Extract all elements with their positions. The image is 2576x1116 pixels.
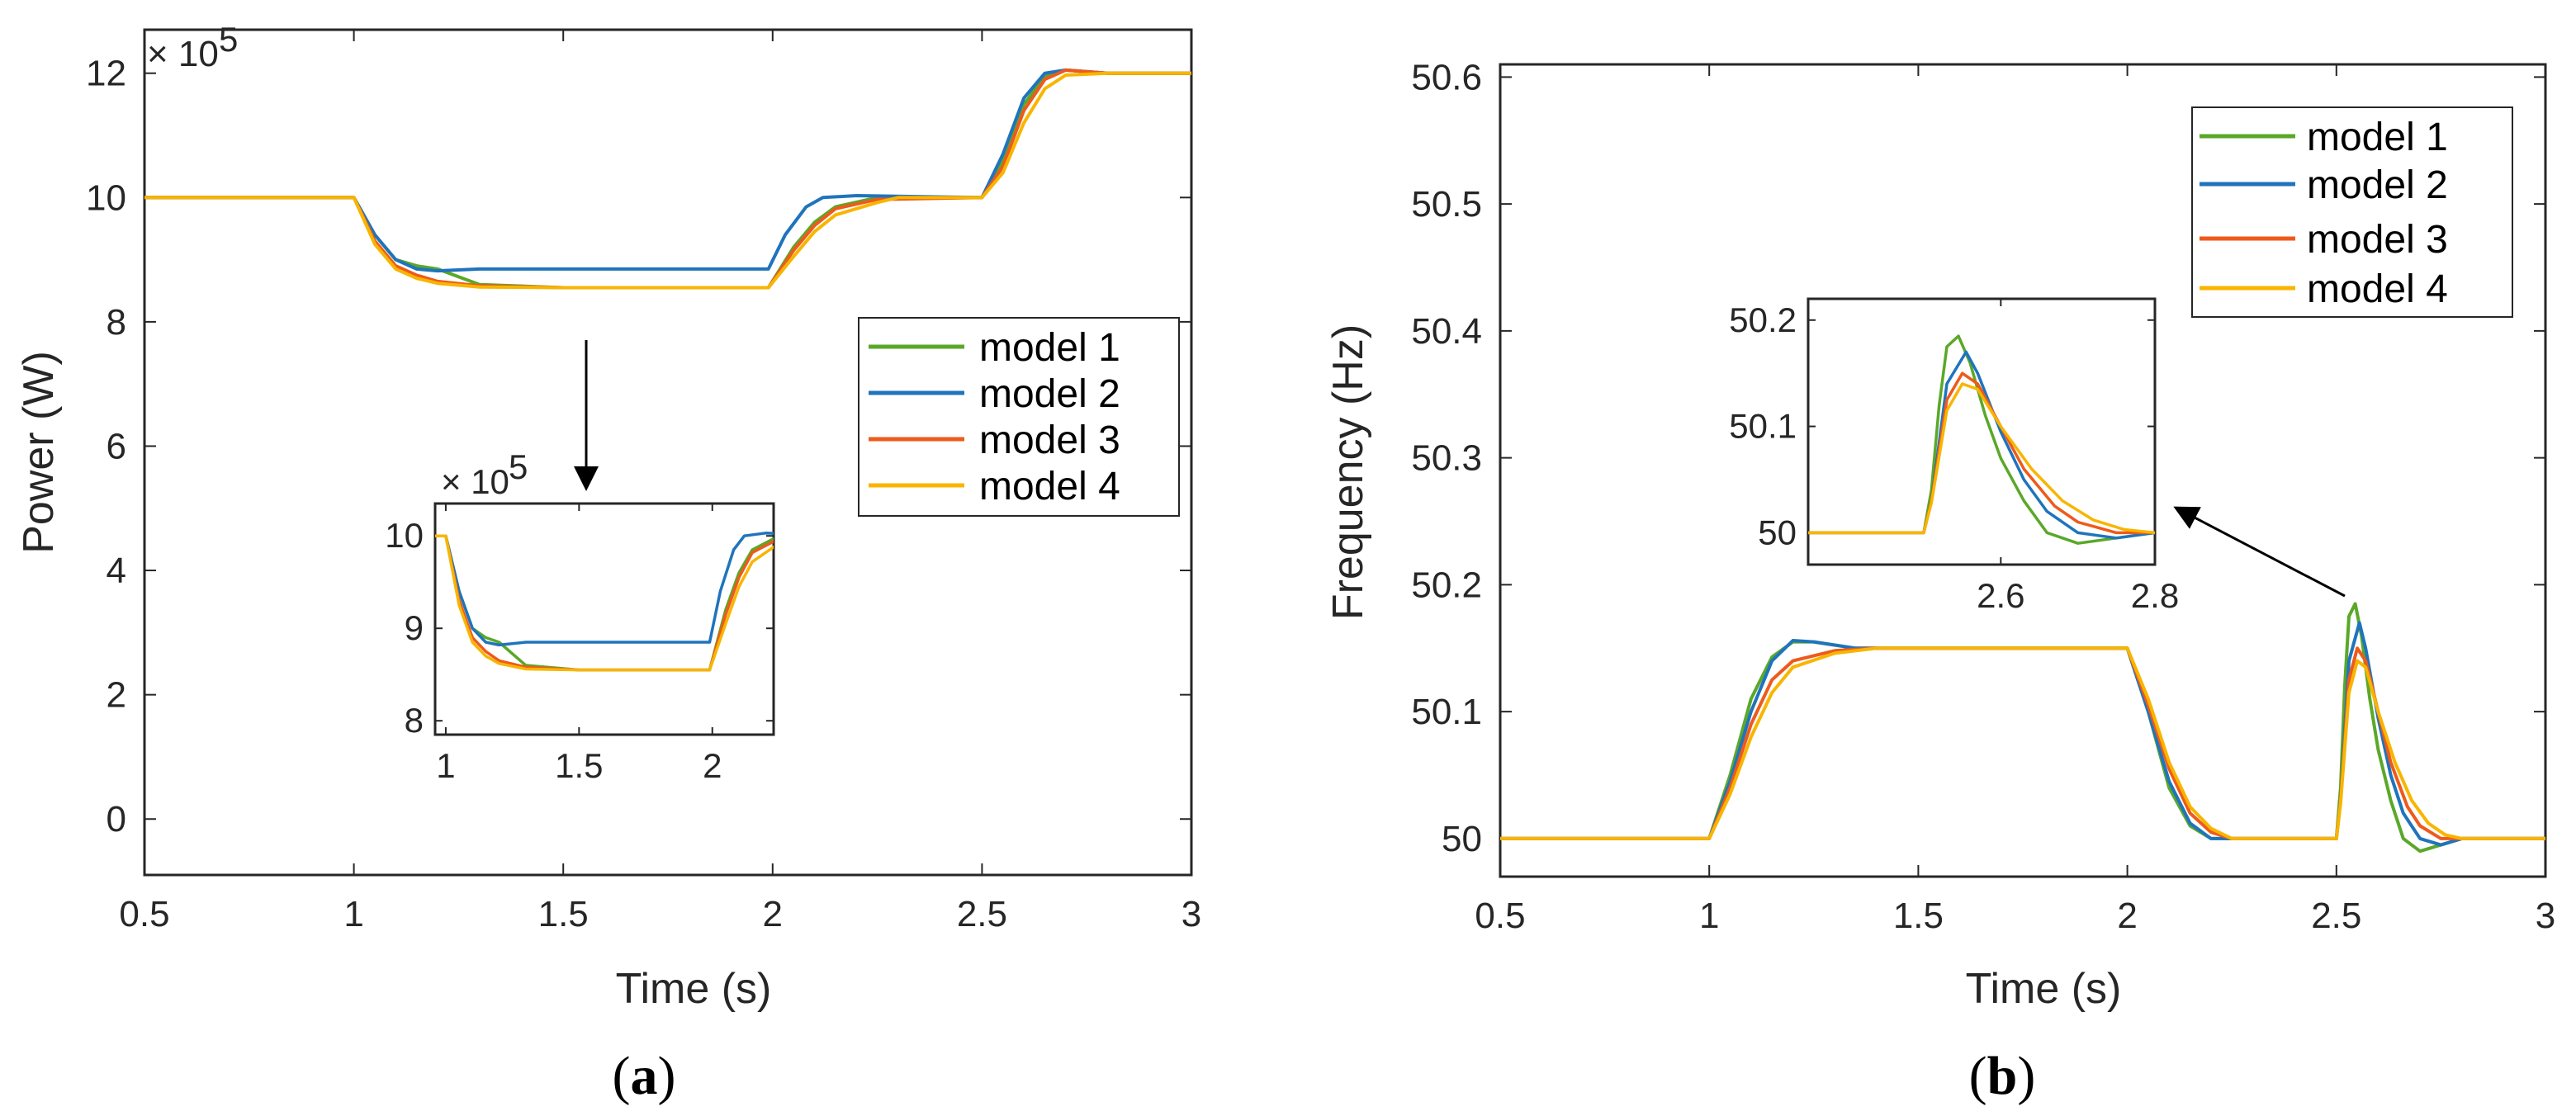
chart-a-inset-xtick-label: 1	[436, 746, 455, 785]
chart-a-legend: model 1 model 2 model 3 model 4	[858, 317, 1180, 517]
chart-b-ytick-label: 50.3	[1411, 438, 1482, 479]
chart-a-xtick-label: 3	[1181, 894, 1201, 934]
chart-a-inset-series-model-3	[435, 534, 774, 672]
chart-b-xtick-label: 3	[2536, 896, 2555, 936]
chart-a-xtick-label: 1.5	[538, 894, 589, 934]
chart-a-series-lines	[144, 68, 1191, 290]
chart-b-caption: (b)	[1969, 1046, 2036, 1106]
chart-a-ytick-label: 12	[86, 54, 126, 94]
chart-a-inset-series-model-4	[435, 534, 774, 672]
chart-a-inset-series-lines	[435, 532, 774, 672]
chart-a-xtick-label: 1	[343, 894, 363, 934]
chart-b-inset-ytick-label: 50	[1758, 513, 1797, 551]
chart-a-xtick-label: 2.5	[957, 894, 1007, 934]
chart-a-series-model-4	[144, 71, 1191, 290]
chart-a-ytick-label: 0	[107, 799, 126, 839]
chart-a-series-model-2	[144, 68, 1191, 273]
chart-a-inset-series-model-2	[435, 532, 774, 647]
chart-b-ytick-label: 50.6	[1411, 57, 1482, 97]
chart-b-inset-series-model-2	[1808, 350, 2155, 540]
chart-b-inset-axis-ticks: 2.6 2.8 50 50.1 50.2	[1729, 299, 2179, 615]
chart-a-exponent-power: 5	[219, 20, 238, 59]
chart-b-ytick-label: 50	[1442, 819, 1482, 859]
chart-b-series-model-4	[1500, 646, 2545, 840]
chart-a-inset-exponent-power: 5	[509, 447, 528, 486]
chart-b-inset: 2.6 2.8 50 50.1 50.2	[1729, 297, 2179, 615]
chart-b-ytick-label: 50.1	[1411, 692, 1482, 732]
chart-b-axis-ticks: 0.5 1 1.5 2 2.5 3 50 50.1 50.2 50.3 50.4 50.5 50.6	[1411, 57, 2555, 936]
chart-a-ytick-label: 10	[86, 177, 126, 218]
chart-b-inset-ytick-label: 50.1	[1729, 407, 1797, 446]
chart-a-inset-axis-ticks: 1 1.5 2 8 9 10	[385, 504, 774, 785]
chart-b-legend-label-model-3: model 3	[2307, 218, 2448, 262]
chart-b-inset-series-lines	[1808, 334, 2155, 545]
chart-b-x-label: Time (s)	[1966, 965, 2122, 1013]
chart-b-xtick-label: 2	[2117, 896, 2137, 936]
chart-a-inset: 1 1.5 2 8 9 10 × 10 5	[385, 447, 775, 785]
chart-b-legend-box	[2191, 106, 2513, 318]
chart-a-ytick-label: 4	[107, 551, 126, 591]
chart-a-legend-label-model-4: model 4	[979, 465, 1120, 508]
chart-a-inset-ytick-label: 8	[405, 701, 424, 740]
chart-b-y-label: Frequency (Hz)	[1324, 324, 1372, 620]
chart-b-inset-plot-area	[1807, 297, 2157, 566]
chart-a-inset-xtick-label: 2	[703, 746, 722, 785]
chart-b-xtick-label: 1.5	[1893, 896, 1944, 936]
chart-a-legend-box	[858, 317, 1180, 517]
chart-a-caption: (a)	[613, 1046, 676, 1106]
chart-a-legend-label-model-2: model 2	[979, 372, 1120, 416]
chart-b-zoom-arrow	[2173, 506, 2346, 598]
chart-b-xtick-label: 1	[1699, 896, 1719, 936]
chart-b-inset-xtick-label: 2.8	[2131, 576, 2179, 615]
chart-b-series-model-2	[1500, 621, 2545, 847]
chart-b-inset-xtick-label: 2.6	[1977, 576, 2024, 615]
chart-b-legend-label-model-1: model 1	[2307, 116, 2448, 159]
chart-a-inset-ytick-label: 10	[385, 516, 424, 555]
chart-b-ytick-label: 50.2	[1411, 565, 1482, 605]
chart-a-series-model-3	[144, 68, 1191, 290]
chart-a-inset-plot-area	[433, 502, 775, 736]
chart-a-inset-exponent-base: × 10	[441, 462, 509, 501]
chart-b-inset-series-model-4	[1808, 382, 2155, 535]
chart-a-x-label: Time (s)	[616, 965, 772, 1013]
chart-a-inset-xtick-label: 1.5	[555, 746, 603, 785]
chart-a-y-label: Power (W)	[15, 351, 63, 554]
chart-a-inset-ytick-label: 9	[405, 608, 424, 647]
chart-b: 0.5 1 1.5 2 2.5 3 50 50.1 50.2 50.3 50.4 50.5 50.6 T…	[1324, 57, 2555, 1106]
chart-a-legend-label-model-3: model 3	[979, 418, 1120, 462]
chart-b-inset-series-model-3	[1808, 371, 2155, 535]
chart-b-legend: model 1 model 2 model 3 model 4	[2191, 106, 2513, 318]
chart-b-legend-label-model-4: model 4	[2307, 267, 2448, 311]
chart-b-ytick-label: 50.4	[1411, 311, 1482, 352]
chart-a-xtick-label: 2	[763, 894, 783, 934]
chart-b-ytick-label: 50.5	[1411, 184, 1482, 225]
chart-a-legend-label-model-1: model 1	[979, 326, 1120, 370]
chart-a-xtick-label: 0.5	[119, 894, 169, 934]
chart-a-ytick-label: 8	[107, 302, 126, 343]
chart-b-xtick-label: 0.5	[1475, 896, 1525, 936]
chart-a-ytick-label: 2	[107, 675, 126, 716]
chart-a-exponent-base: × 10	[147, 34, 219, 74]
chart-b-series-lines	[1500, 602, 2545, 854]
chart-b-series-model-3	[1500, 646, 2545, 840]
chart-b-inset-ytick-label: 50.2	[1729, 300, 1797, 339]
chart-a-ytick-label: 6	[107, 426, 126, 466]
chart-b-legend-label-model-2: model 2	[2307, 163, 2448, 207]
chart-b-xtick-label: 2.5	[2311, 896, 2361, 936]
